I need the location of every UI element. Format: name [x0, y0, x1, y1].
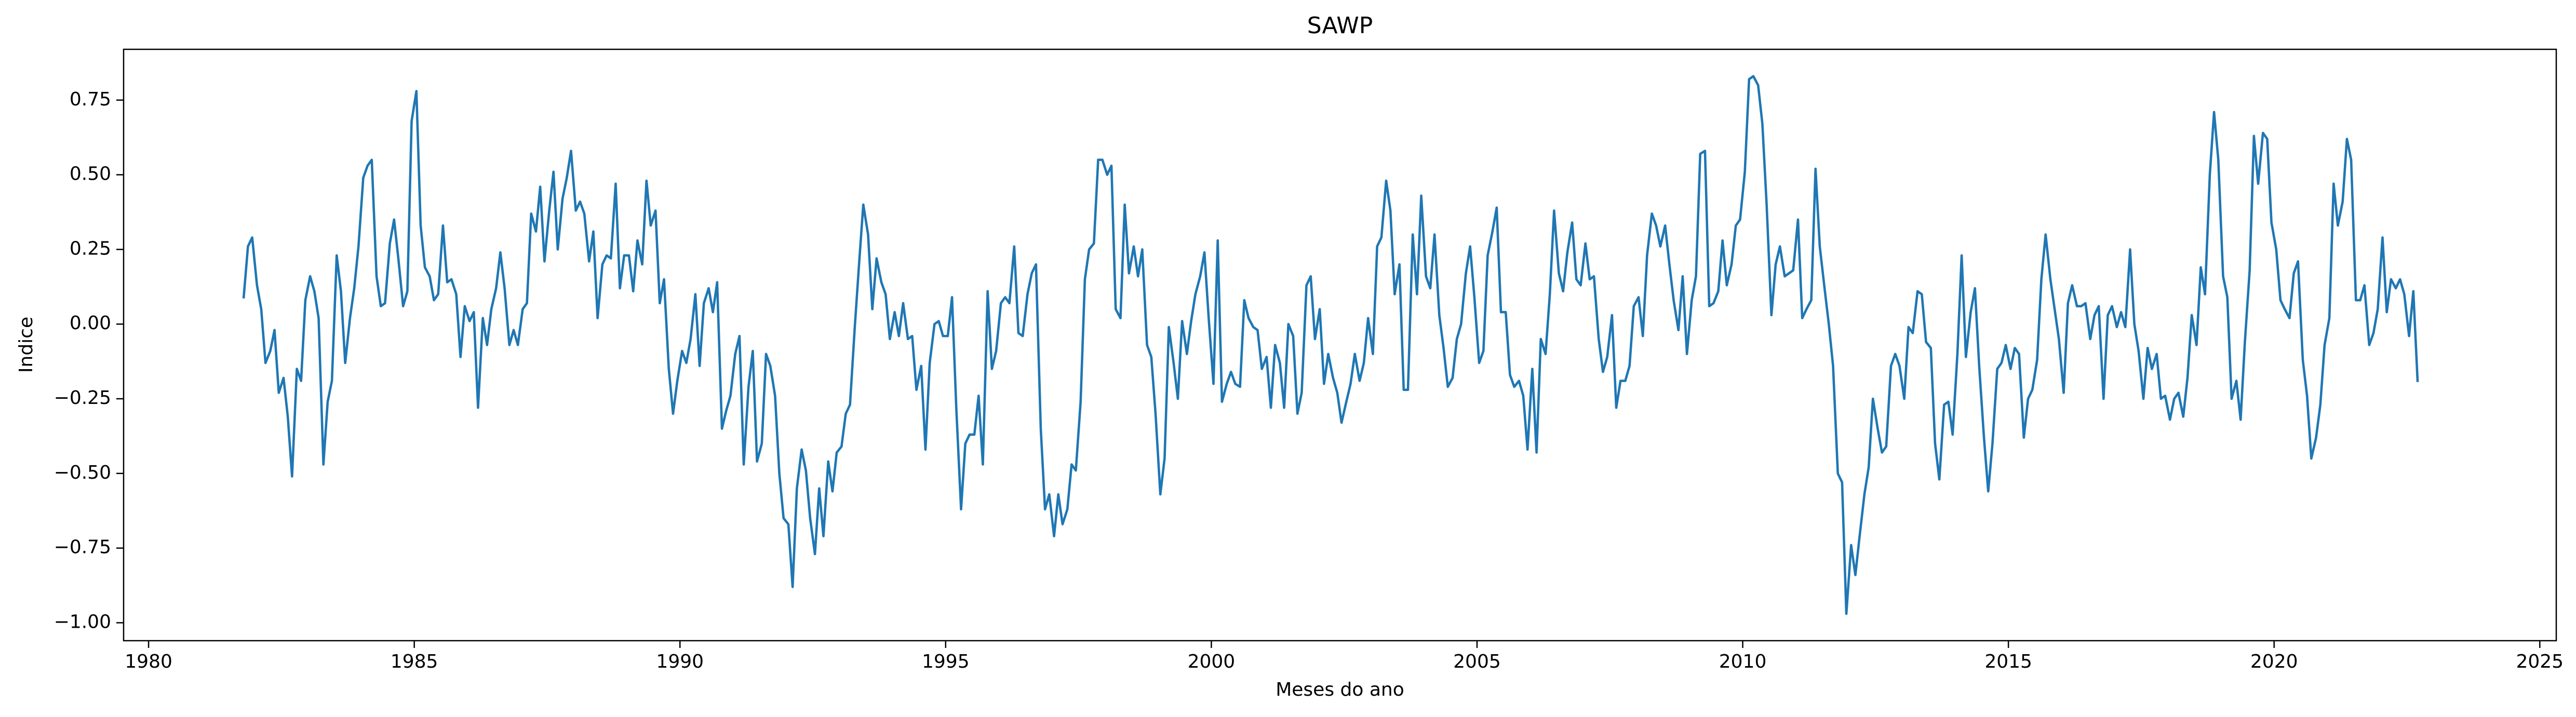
x-tick-label: 1980: [125, 651, 172, 672]
y-tick-label: −1.00: [54, 611, 111, 632]
y-tick-label: 0.75: [70, 89, 111, 110]
y-tick-label: 0.25: [70, 238, 111, 259]
x-tick-label: 2005: [1453, 651, 1501, 672]
x-tick-label: 2025: [2516, 651, 2564, 672]
y-tick-label: −0.75: [54, 537, 111, 558]
x-tick-label: 2015: [1984, 651, 2032, 672]
x-tick-label: 2010: [1719, 651, 1767, 672]
plot-frame: [123, 48, 2557, 642]
x-tick-label: 2000: [1188, 651, 1236, 672]
data-line: [242, 75, 2419, 615]
x-tick-label: 1995: [922, 651, 970, 672]
x-axis-label: Meses do ano: [1276, 679, 1404, 700]
y-tick-label: −0.50: [54, 462, 111, 483]
x-tick-label: 1985: [391, 651, 438, 672]
y-axis-label: Indice: [16, 317, 37, 373]
y-tick-label: −0.25: [54, 387, 111, 409]
x-tick-label: 2020: [2250, 651, 2298, 672]
y-tick-label: 0.50: [70, 164, 111, 185]
y-tick-label: 0.00: [70, 313, 111, 334]
chart-title: SAWP: [1307, 12, 1373, 39]
x-tick-label: 1990: [656, 651, 704, 672]
